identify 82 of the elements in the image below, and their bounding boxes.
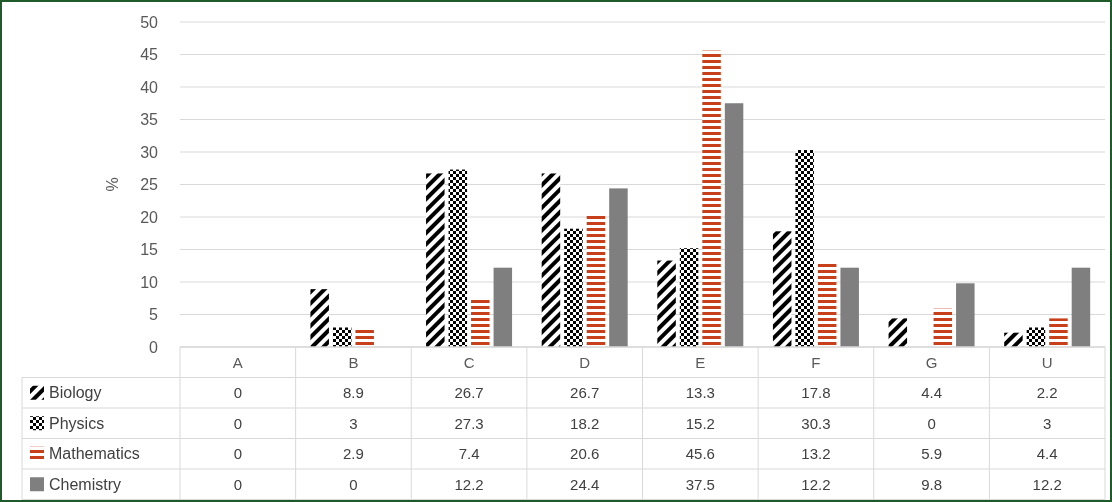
data-label: 8.9 xyxy=(343,384,364,401)
x-tick-label: B xyxy=(348,353,359,371)
x-tick-label: G xyxy=(925,353,938,371)
data-label: 9.8 xyxy=(921,475,942,493)
x-tick-label: F xyxy=(811,353,821,371)
data-label: 12.2 xyxy=(801,475,831,493)
y-tick-label: 0 xyxy=(149,338,159,356)
data-label: 45.6 xyxy=(685,445,715,462)
y-tick-label: 15 xyxy=(140,241,159,259)
bar xyxy=(1071,267,1091,347)
data-label: 12.2 xyxy=(1032,475,1062,493)
data-label: 2.9 xyxy=(343,445,364,462)
bar xyxy=(840,267,859,347)
y-tick-label: 30 xyxy=(140,143,159,161)
data-label: 24.4 xyxy=(570,475,600,493)
bar xyxy=(817,261,837,347)
data-label: 0 xyxy=(233,384,242,401)
data-label: 0 xyxy=(233,445,242,462)
x-tick-label: D xyxy=(579,353,591,371)
data-label: 3 xyxy=(349,414,358,432)
x-tick-label: E xyxy=(695,353,706,371)
bar xyxy=(1049,318,1068,347)
bar xyxy=(795,150,814,347)
y-tick-label: 20 xyxy=(140,208,159,226)
data-label: 26.7 xyxy=(454,384,484,401)
data-label: 20.6 xyxy=(570,445,600,462)
y-tick-label: 50 xyxy=(140,13,159,31)
y-tick-label: 40 xyxy=(140,78,159,96)
legend-label: Biology xyxy=(49,384,102,402)
data-label: 4.4 xyxy=(1036,445,1058,462)
bar xyxy=(1026,327,1046,347)
legend-label: Physics xyxy=(49,414,105,432)
bar xyxy=(888,318,908,347)
data-label: 7.4 xyxy=(458,445,480,462)
bar xyxy=(471,298,490,347)
data-label: 5.9 xyxy=(921,445,942,462)
data-label: 27.3 xyxy=(454,414,484,432)
data-label: 2.2 xyxy=(1036,384,1058,401)
y-tick-label: 5 xyxy=(149,306,159,324)
x-tick-label: A xyxy=(232,353,243,371)
bar xyxy=(541,173,561,347)
bar xyxy=(609,188,628,347)
data-label: 17.8 xyxy=(801,384,831,401)
x-tick-label: U xyxy=(1041,353,1053,371)
data-label: 4.4 xyxy=(921,384,942,401)
y-tick-label: 35 xyxy=(140,111,159,129)
data-label: 37.5 xyxy=(685,475,715,493)
x-tick-label: C xyxy=(463,353,475,371)
bar xyxy=(724,103,744,347)
bar xyxy=(355,328,374,347)
data-label: 30.3 xyxy=(801,414,831,432)
bar xyxy=(933,308,953,347)
data-label: 0 xyxy=(927,414,936,432)
y-tick-label: 25 xyxy=(140,176,159,194)
data-label: 18.2 xyxy=(570,414,600,432)
bar xyxy=(332,327,352,347)
bar xyxy=(586,213,606,347)
bar xyxy=(426,173,445,347)
bar xyxy=(1004,332,1023,347)
bar xyxy=(310,289,329,347)
y-axis-title: % xyxy=(104,177,121,192)
data-label: 0 xyxy=(233,475,242,493)
bar xyxy=(702,50,721,347)
bar xyxy=(657,260,676,347)
bar xyxy=(679,248,699,347)
bar xyxy=(564,228,583,347)
bar xyxy=(956,283,975,347)
bar xyxy=(448,169,468,347)
data-label: 13.2 xyxy=(801,445,831,462)
bar xyxy=(772,231,792,347)
bar xyxy=(493,267,513,347)
data-label: 0 xyxy=(233,414,242,432)
data-label: 0 xyxy=(349,475,358,493)
y-tick-label: 10 xyxy=(140,273,159,291)
data-label: 13.3 xyxy=(685,384,715,401)
data-label: 3 xyxy=(1043,414,1052,432)
data-label: 26.7 xyxy=(570,384,600,401)
data-label: 12.2 xyxy=(454,475,484,493)
y-tick-label: 45 xyxy=(140,46,159,64)
legend-label: Mathematics xyxy=(49,445,140,463)
data-label: 15.2 xyxy=(685,414,715,432)
legend-label: Chemistry xyxy=(49,475,122,493)
